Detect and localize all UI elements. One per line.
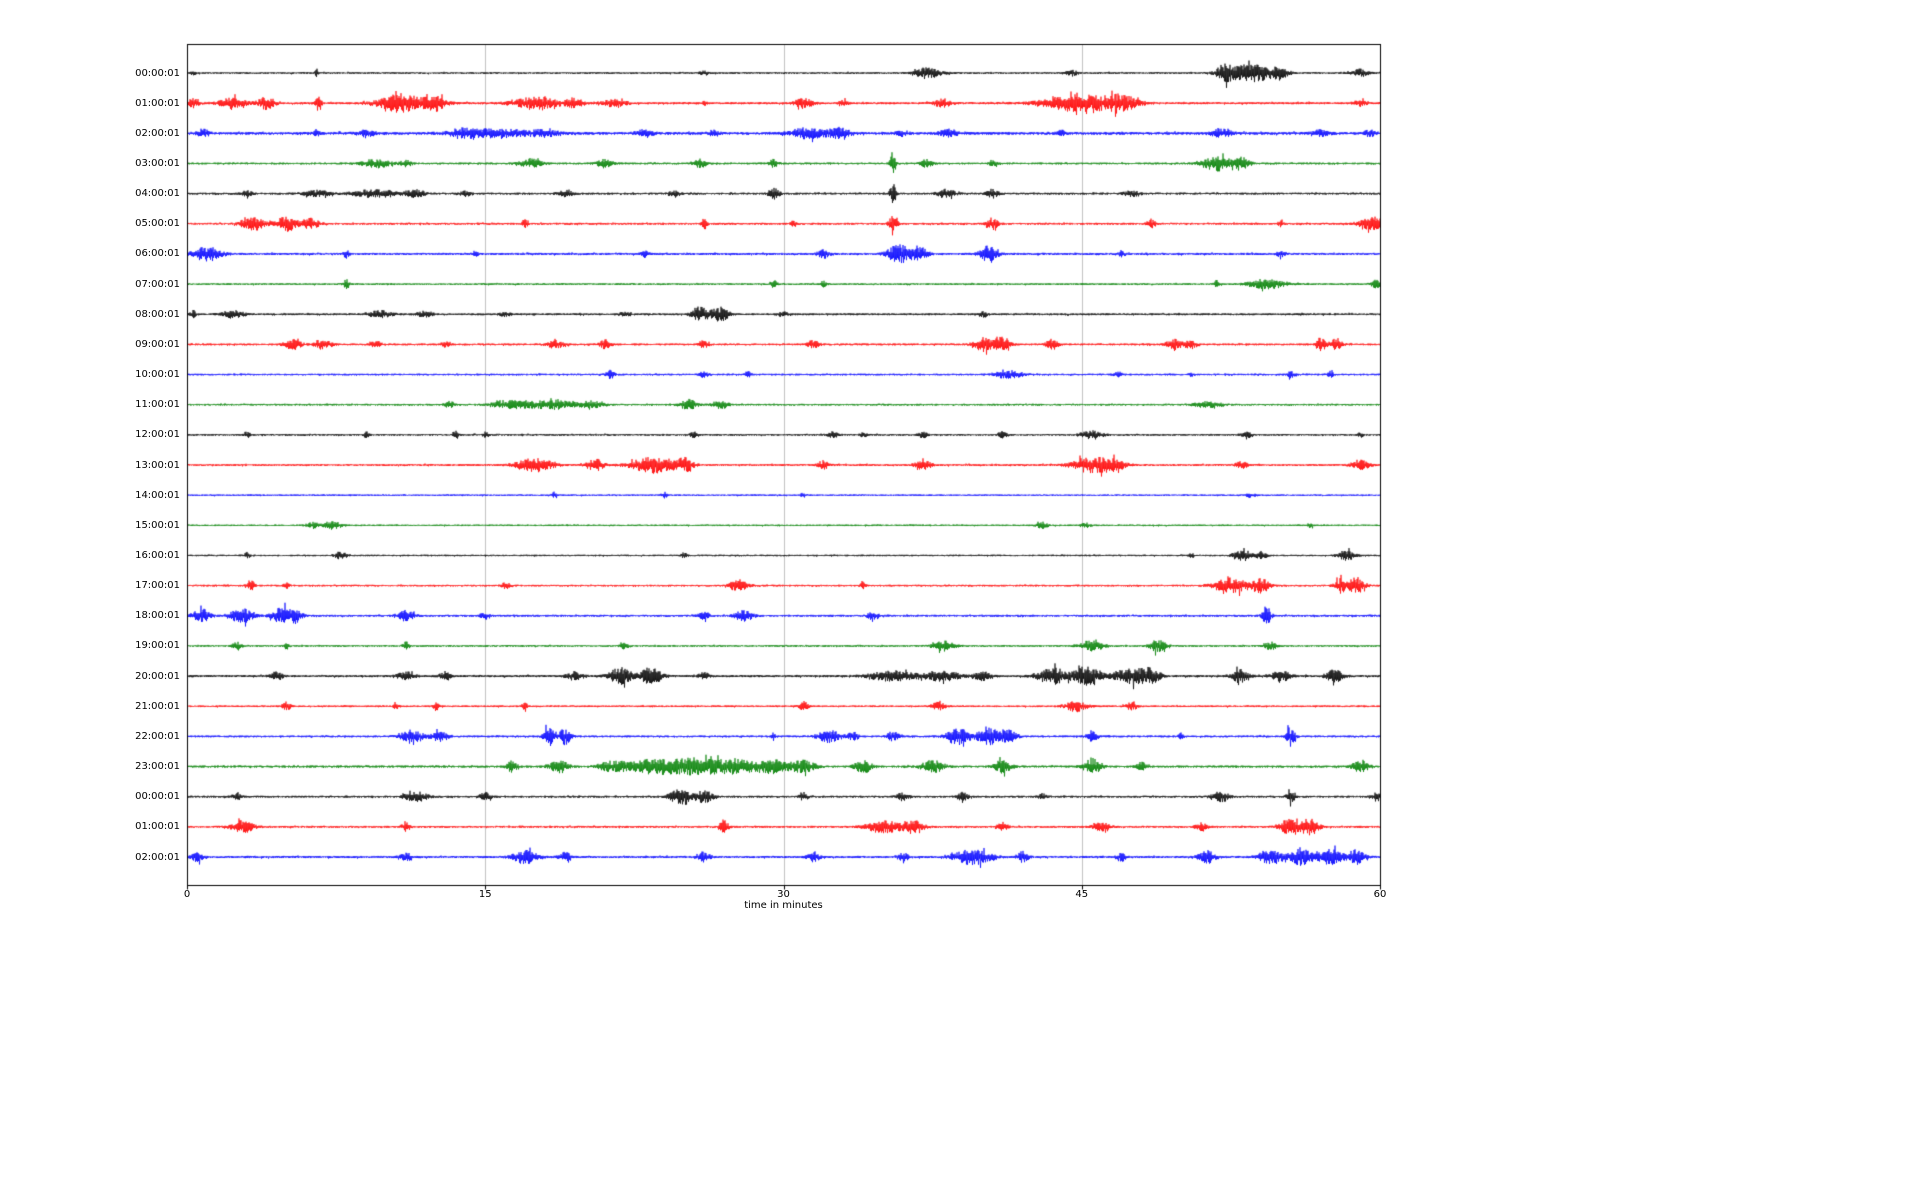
x-tick-label: 45 [1075, 889, 1089, 900]
x-tick-label: 30 [777, 889, 790, 900]
trace-time-label: 16:00:01 [135, 549, 180, 561]
trace-time-label: 20:00:01 [135, 670, 180, 682]
trace-time-label: 14:00:01 [135, 489, 180, 501]
trace-time-label: 02:00:01 [135, 127, 180, 139]
trace-time-label: 15:00:01 [135, 519, 180, 531]
x-tick-label: 15 [478, 889, 492, 900]
trace-time-label: 04:00:01 [135, 188, 180, 200]
trace-time-label: 13:00:01 [135, 459, 180, 471]
trace-time-label: 08:00:01 [135, 308, 180, 320]
trace-time-label: 01:00:01 [135, 97, 180, 109]
trace-time-label: 10:00:01 [135, 369, 180, 381]
trace-time-label: 17:00:01 [135, 580, 180, 592]
trace-time-label: 02:00:01 [135, 851, 180, 863]
trace-time-label: 09:00:01 [135, 338, 180, 350]
trace-time-label: 23:00:01 [135, 761, 180, 773]
trace-time-label: 03:00:01 [135, 157, 180, 169]
x-tick-label: 0 [183, 889, 191, 900]
trace-time-label: 07:00:01 [135, 278, 180, 290]
trace-time-label: 01:00:01 [135, 821, 180, 833]
trace-time-label: 21:00:01 [135, 700, 180, 712]
x-tick-label: 60 [1373, 889, 1387, 900]
trace-time-label: 00:00:01 [135, 791, 180, 803]
trace-time-label: 12:00:01 [135, 429, 180, 441]
trace-time-label: 05:00:01 [135, 218, 180, 230]
trace-time-label: 22:00:01 [135, 730, 180, 742]
trace-time-label: 19:00:01 [135, 640, 180, 652]
trace-time-label: 00:00:01 [135, 67, 180, 79]
trace-time-label: 06:00:01 [135, 248, 180, 260]
trace-time-label: 11:00:01 [135, 399, 180, 411]
x-axis-label: time in minutes [744, 900, 823, 911]
trace-time-label: 18:00:01 [135, 610, 180, 622]
